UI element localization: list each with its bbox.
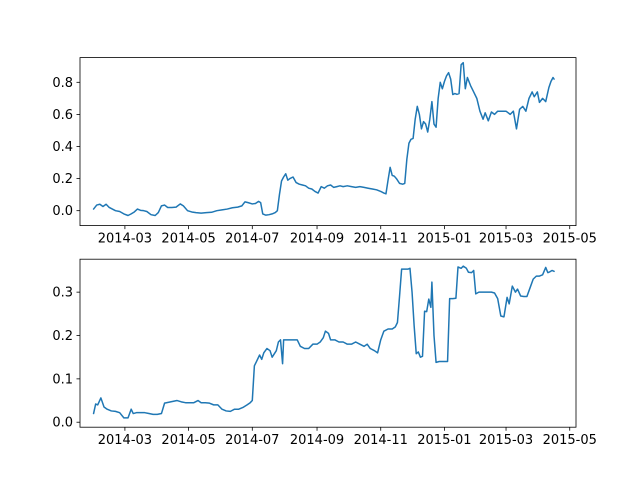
y-tick-label: 0.6 (52, 108, 73, 123)
x-tick-label: 2014-09 (290, 232, 344, 247)
axes-spines (79, 258, 577, 428)
y-tick-label: 0.3 (52, 286, 73, 301)
x-tick-label: 2014-07 (225, 232, 279, 247)
x-tick-label: 2014-03 (98, 433, 152, 448)
y-tick-label: 0.2 (52, 329, 73, 344)
x-tick-label: 2014-07 (225, 433, 279, 448)
x-tick-label: 2015-05 (543, 433, 597, 448)
y-tick-label: 0.1 (52, 372, 73, 387)
y-tick-label: 0.0 (52, 204, 73, 219)
x-tick-label: 2015-01 (417, 433, 471, 448)
x-tick-label: 2014-11 (354, 433, 408, 448)
y-tick-label: 0.4 (52, 140, 73, 155)
axes-spines (79, 57, 577, 226)
y-tick-label: 0.2 (52, 172, 73, 187)
x-tick-label: 2015-01 (417, 232, 471, 247)
y-tick-label: 0.0 (52, 416, 73, 431)
x-tick-label: 2014-05 (161, 433, 215, 448)
x-tick-label: 2015-03 (479, 232, 533, 247)
series-line (92, 61, 555, 217)
x-tick-label: 2014-09 (290, 433, 344, 448)
x-tick-label: 2015-05 (543, 232, 597, 247)
x-tick-label: 2014-05 (161, 232, 215, 247)
y-tick-label: 0.8 (52, 76, 73, 91)
x-tick-label: 2015-03 (479, 433, 533, 448)
x-tick-label: 2014-11 (354, 232, 408, 247)
subplot-2: 2014-03 2014-05 2014-07 2014-09 2014-11 2015-… (52, 258, 597, 448)
x-tick-label: 2014-03 (98, 232, 152, 247)
subplot-1: 2014-03 2014-05 2014-07 2014-09 2014-11 2015-… (52, 57, 597, 247)
series-line (92, 265, 555, 419)
